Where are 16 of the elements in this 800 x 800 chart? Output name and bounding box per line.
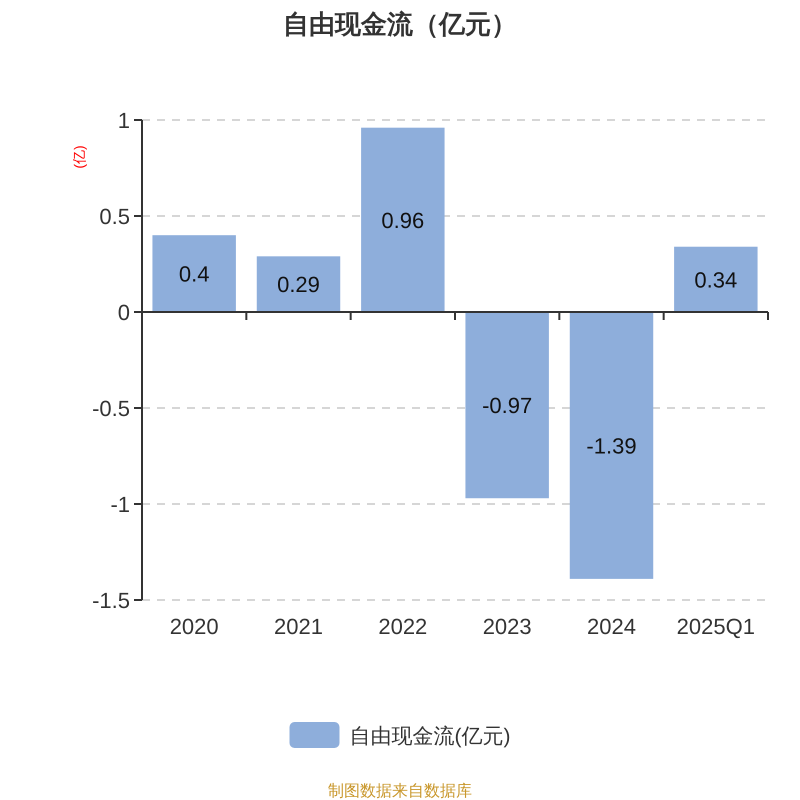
ylabel: (亿) bbox=[71, 145, 87, 169]
title: 自由现金流（亿元） bbox=[283, 9, 517, 39]
y-tick-label: 0 bbox=[118, 300, 130, 325]
x-tick-label: 2024 bbox=[587, 614, 636, 639]
y-tick-label: -1.5 bbox=[92, 588, 130, 613]
x-tick-label: 2023 bbox=[482, 614, 532, 639]
x-tick-label: 2022 bbox=[378, 614, 428, 639]
x-tick-label: 2020 bbox=[170, 614, 219, 639]
x-tick-label: 2025Q1 bbox=[676, 614, 755, 639]
y-tick-label: 0.5 bbox=[99, 204, 130, 229]
y-tick-label: -0.5 bbox=[92, 396, 130, 421]
y-tick-label: -1 bbox=[110, 492, 130, 517]
x-tick-label: 2021 bbox=[274, 614, 323, 639]
annotation: 制图数据来自数据库 bbox=[328, 783, 472, 800]
y-tick-label: 1 bbox=[118, 108, 130, 133]
legend-label: 自由现金流(亿元) bbox=[350, 725, 510, 748]
